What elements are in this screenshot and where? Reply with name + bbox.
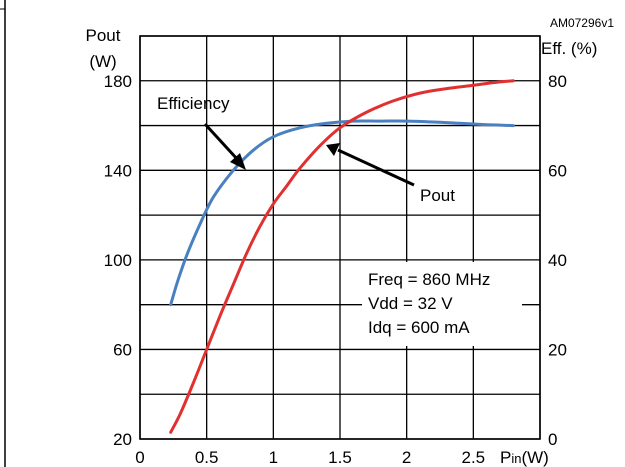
pout-arrow-shaft [337, 148, 415, 187]
x-tick-label: 1.5 [328, 448, 352, 467]
series-line-efficiency [169, 119, 515, 307]
condition-freq: Freq = 860 MHz [368, 270, 490, 289]
pout-annotation-label: Pout [420, 186, 455, 205]
y-right-tick-label: 40 [548, 251, 567, 270]
y-right-tick-label: 60 [548, 161, 567, 180]
x-axis-ticks: 0 0.5 1 1.5 2 2.5 [135, 448, 485, 467]
x-axis-title-unit: (W) [521, 448, 548, 467]
efficiency-arrow-head [230, 153, 246, 170]
y-left-title-line2: (W) [89, 52, 116, 71]
plot-frame [139, 35, 541, 440]
y-left-tick-label: 100 [104, 251, 132, 270]
condition-idq: Idq = 600 mA [368, 318, 470, 337]
y-right-tick-label: 20 [548, 340, 567, 359]
conditions-box: Freq = 860 MHz Vdd = 32 V Idq = 600 mA [362, 262, 522, 346]
x-tick-label: 0.5 [195, 448, 219, 467]
pout-arrow-head [326, 143, 340, 156]
y-right-title: Eff. (%) [541, 39, 597, 58]
y-right-tick-label: 80 [548, 72, 567, 91]
efficiency-annotation-label: Efficiency [157, 94, 230, 113]
condition-vdd: Vdd = 32 V [368, 294, 453, 313]
y-left-tick-label: 140 [104, 161, 132, 180]
x-axis-title: Pin(W) [500, 448, 549, 467]
x-tick-label: 1 [269, 448, 278, 467]
x-axis-title-main: P [500, 448, 511, 467]
x-tick-label: 0 [135, 448, 144, 467]
y-right-tick-label: 0 [548, 430, 557, 449]
y-left-title-line1: Pout [86, 26, 121, 45]
left-axis-ticks: 20 60 100 140 180 [104, 72, 132, 449]
figure-id: AM07296v1 [550, 16, 614, 30]
right-axis-ticks: 0 20 40 60 80 [548, 72, 567, 449]
y-left-tick-label: 60 [113, 340, 132, 359]
x-axis-title-sub: in [511, 451, 521, 466]
series-layer [169, 79, 515, 434]
y-left-tick-label: 180 [104, 72, 132, 91]
y-left-tick-label: 20 [113, 430, 132, 449]
x-tick-label: 2 [402, 448, 411, 467]
x-tick-label: 2.5 [462, 448, 486, 467]
series-line-pout [169, 79, 515, 434]
efficiency-arrow-shaft [203, 122, 240, 162]
